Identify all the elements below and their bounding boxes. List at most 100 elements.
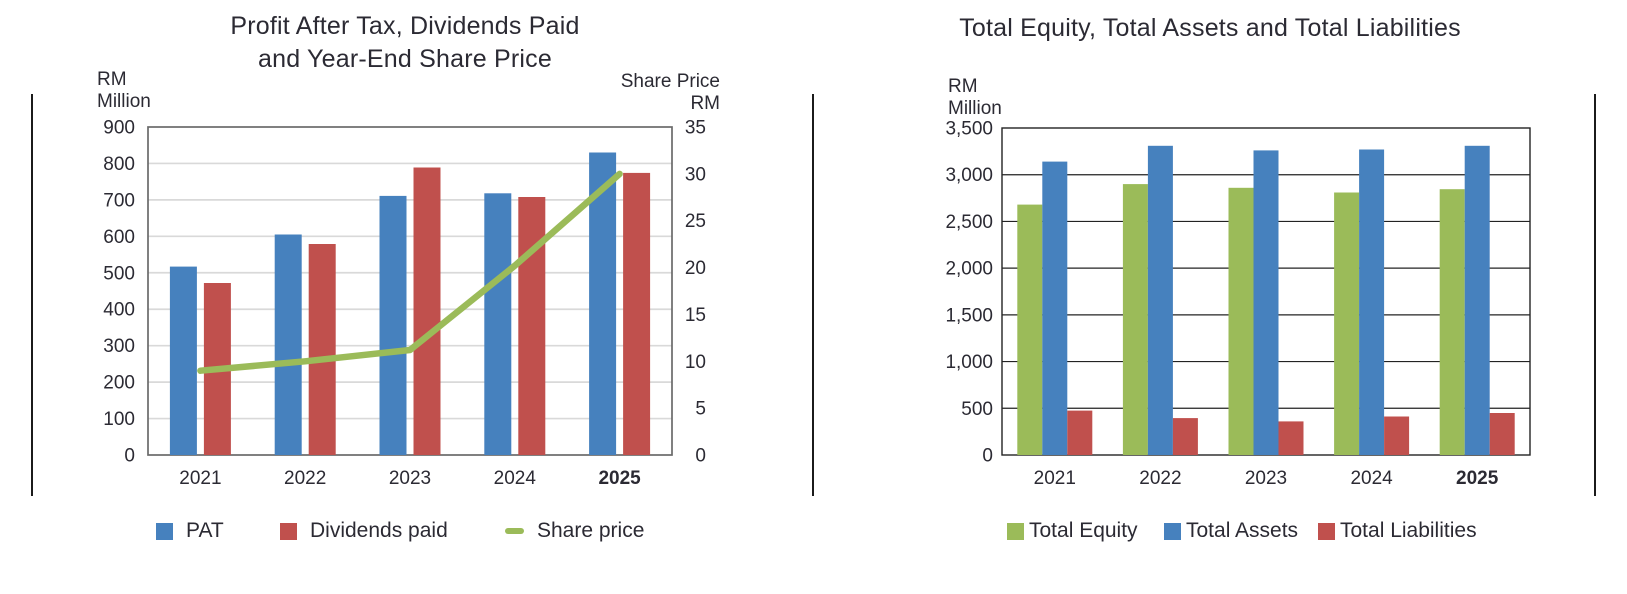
- bar-pat-2021: [169, 266, 197, 455]
- bar-pat-2022: [274, 234, 302, 455]
- legend-item-share-price: Share price: [505, 513, 644, 549]
- chart-title-profit: Profit After Tax, Dividends Paid and Yea…: [95, 10, 715, 76]
- y-axis-header-left-chart: RM Million: [97, 69, 151, 113]
- bar-pat-2023: [379, 195, 407, 455]
- y2-tick-label: 20: [685, 258, 706, 279]
- bar-total-liabilities-2022: [1172, 418, 1198, 455]
- y2-tick-label: 35: [685, 118, 706, 139]
- legend-label: Total Assets: [1186, 519, 1299, 542]
- y-tick-label: 900: [103, 118, 135, 139]
- legend-label: Total Liabilities: [1340, 519, 1477, 542]
- axis-header-line: RM: [97, 69, 127, 90]
- x-tick-label-2025: 2025: [1456, 468, 1499, 489]
- bar-total-assets-2025: [1464, 145, 1490, 456]
- axis-header-line: Share Price: [620, 71, 720, 92]
- y2-tick-label: 30: [685, 164, 706, 185]
- y-tick-label: 1,000: [945, 352, 993, 373]
- y-tick-label: 500: [961, 399, 993, 420]
- axis-header-line: Million: [948, 98, 1002, 119]
- y2-tick-label: 10: [685, 352, 706, 373]
- axis-header-line: Million: [97, 91, 151, 112]
- y-axis-header-right-chart: RM Million: [948, 76, 1002, 120]
- bar-total-liabilities-2023: [1278, 421, 1304, 455]
- y-tick-label: 700: [103, 190, 135, 211]
- legend-label: Total Equity: [1029, 519, 1138, 542]
- legend-item-total-equity: Total Equity: [1007, 513, 1138, 549]
- legend-label: PAT: [186, 519, 224, 542]
- legends: PAT Dividends paid Share price Total Equ…: [0, 513, 1627, 549]
- x-tick-label-2025: 2025: [598, 468, 641, 489]
- axis-header-line: RM: [690, 93, 720, 114]
- x-tick-label-2021: 2021: [1034, 468, 1076, 489]
- bar-total-equity-2022: [1122, 184, 1148, 455]
- y2-tick-label: 0: [695, 446, 706, 467]
- chart-title-line: Total Equity, Total Assets and Total Lia…: [959, 14, 1461, 42]
- x-tick-label-2024: 2024: [494, 468, 537, 489]
- x-tick-label-2022: 2022: [1139, 468, 1181, 489]
- bar-total-assets-2022: [1147, 145, 1173, 456]
- y-tick-label: 300: [103, 336, 135, 357]
- bar-total-equity-2021: [1017, 204, 1043, 455]
- y-tick-label: 800: [103, 154, 135, 175]
- share-price-line: [197, 170, 623, 374]
- page-divider-left: [31, 94, 33, 496]
- legend-label: Share price: [537, 519, 645, 542]
- chart-title-line: Profit After Tax, Dividends Paid: [230, 12, 580, 40]
- bar-total-equity-2023: [1228, 187, 1254, 456]
- y2-tick-label: 15: [685, 305, 706, 326]
- bar-total-liabilities-2021: [1067, 410, 1093, 455]
- total-equity-swatch-icon: [1007, 522, 1024, 540]
- legend-item-dividends-paid: Dividends paid: [280, 513, 448, 549]
- legend-label: Dividends paid: [310, 519, 448, 542]
- y-tick-label: 3,000: [945, 165, 993, 186]
- bar-dividends-paid-2025: [623, 172, 651, 455]
- y-tick-label: 0: [124, 446, 135, 467]
- chart-title-equity: Total Equity, Total Assets and Total Lia…: [920, 12, 1500, 45]
- y-tick-label: 600: [103, 227, 135, 248]
- legend-item-total-assets: Total Assets: [1164, 513, 1298, 549]
- y2-axis-header-left-chart: Share Price RM: [595, 71, 720, 115]
- legend-item-pat: PAT: [156, 513, 224, 549]
- bar-pat-2025: [589, 152, 617, 455]
- x-tick-label-2023: 2023: [389, 468, 431, 489]
- x-tick-label-2022: 2022: [284, 468, 326, 489]
- bar-total-equity-2024: [1334, 192, 1360, 455]
- y-tick-label: 100: [103, 409, 135, 430]
- total-liabilities-swatch-icon: [1318, 522, 1335, 540]
- y2-tick-label: 25: [685, 211, 706, 232]
- y-tick-label: 500: [103, 263, 135, 284]
- bar-pat-2024: [484, 193, 512, 456]
- plot-border: [147, 126, 673, 456]
- bar-total-assets-2024: [1359, 149, 1385, 455]
- page-divider-middle: [812, 94, 814, 496]
- y-tick-label: 400: [103, 300, 135, 321]
- bar-dividends-paid-2023: [413, 167, 441, 455]
- legend-item-total-liabilities: Total Liabilities: [1318, 513, 1477, 549]
- y-tick-label: 200: [103, 373, 135, 394]
- x-tick-label-2024: 2024: [1350, 468, 1393, 489]
- bar-dividends-paid-2022: [308, 244, 336, 455]
- y-tick-label: 2,000: [945, 259, 993, 280]
- y2-tick-label: 5: [695, 399, 706, 420]
- bar-dividends-paid-2024: [518, 197, 546, 455]
- y-tick-label: 2,500: [945, 212, 993, 233]
- x-tick-label-2021: 2021: [179, 468, 221, 489]
- y-tick-label: 1,500: [945, 305, 993, 326]
- y-tick-label: 0: [982, 446, 993, 467]
- pat-swatch-icon: [156, 522, 173, 540]
- total-assets-swatch-icon: [1164, 522, 1181, 540]
- y-tick-label: 3,500: [945, 119, 993, 140]
- bar-total-equity-2025: [1439, 189, 1465, 455]
- bar-total-assets-2023: [1253, 150, 1279, 455]
- x-tick-label-2023: 2023: [1245, 468, 1287, 489]
- chart-title-line: and Year-End Share Price: [258, 45, 552, 73]
- page-divider-right: [1594, 94, 1596, 496]
- bar-total-assets-2021: [1042, 161, 1068, 455]
- bar-total-liabilities-2024: [1384, 416, 1410, 455]
- bar-total-liabilities-2025: [1489, 413, 1515, 455]
- dividends-swatch-icon: [280, 522, 297, 540]
- axis-header-line: RM: [948, 76, 978, 97]
- share-price-line-swatch-icon: [505, 528, 524, 534]
